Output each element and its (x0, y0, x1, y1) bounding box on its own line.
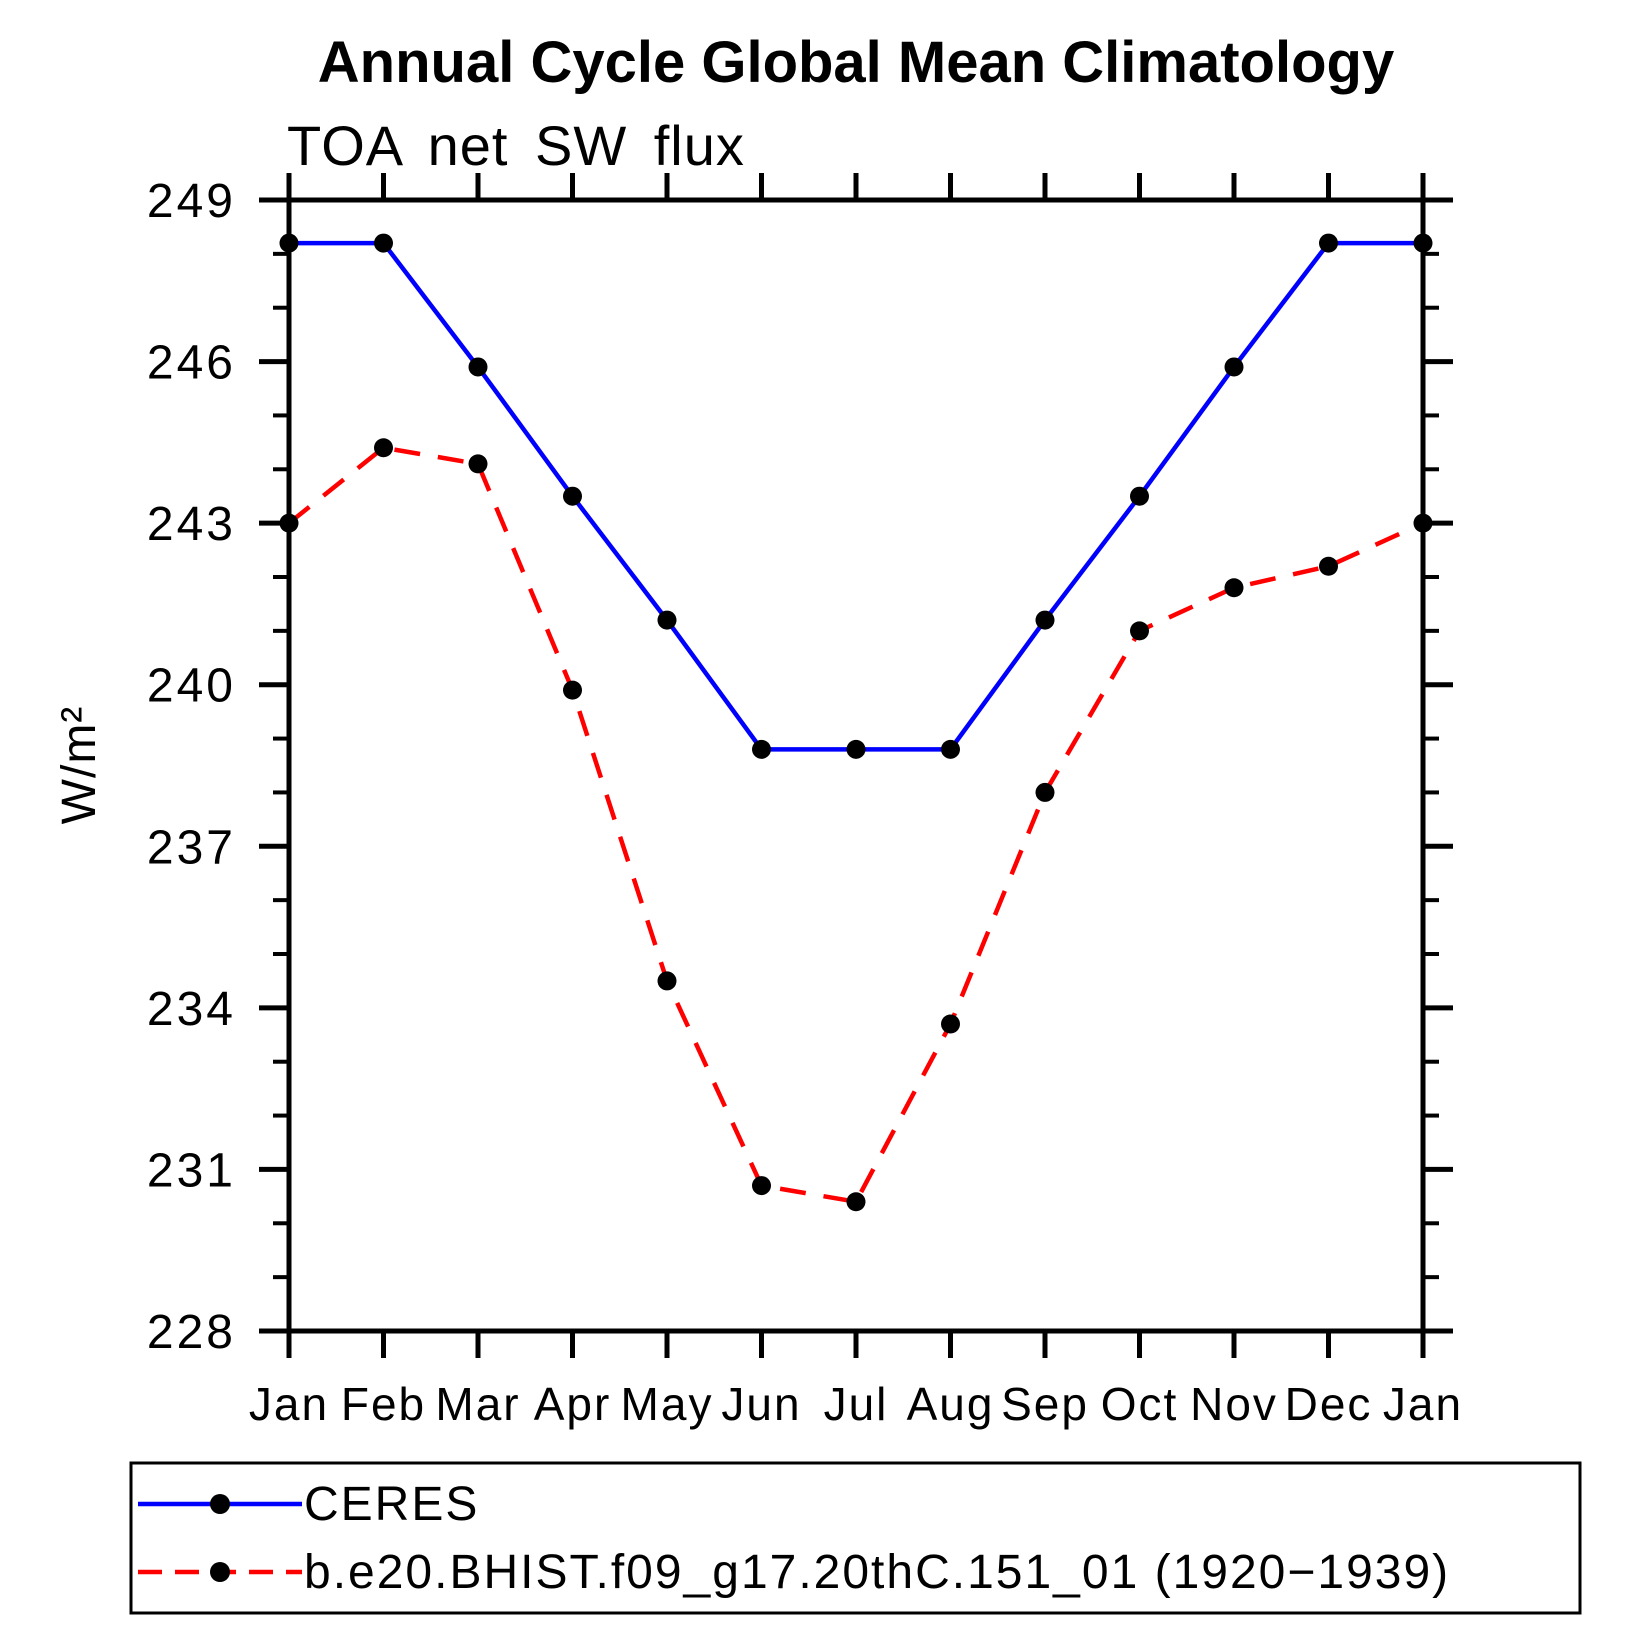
data-point (846, 1192, 866, 1212)
y-tick-labels: 228 231 234 237 240 243 246 249 (147, 175, 236, 1359)
chart-title: Annual Cycle Global Mean Climatology (318, 30, 1394, 95)
y-tick-label: 243 (147, 498, 236, 551)
x-tick-label: Mar (435, 1378, 520, 1430)
data-point (1130, 486, 1149, 506)
y-tick-label: 249 (147, 175, 236, 228)
series-line-1 (287, 445, 1424, 1205)
data-point (752, 739, 771, 759)
x-tick-label: Jan (1383, 1378, 1463, 1430)
x-tick-label: Jul (824, 1378, 889, 1430)
data-point (1224, 357, 1244, 377)
data-point (1035, 610, 1055, 630)
y-tick-label: 234 (147, 983, 236, 1036)
data-point (1319, 556, 1338, 576)
data-point (941, 739, 960, 759)
x-tick-label: Dec (1285, 1378, 1373, 1430)
x-tick-label: Apr (534, 1378, 612, 1430)
x-tick-label: May (621, 1378, 714, 1430)
data-point (279, 513, 299, 533)
data-point (1224, 578, 1244, 598)
y-axis-label: W/m² (53, 706, 106, 825)
data-point (941, 1014, 960, 1034)
x-tick-label: Aug (907, 1378, 995, 1430)
data-point (468, 454, 488, 474)
series-line-0 (289, 240, 1423, 752)
y-tick-label: 237 (147, 821, 236, 874)
chart-subtitle: TOA net SW flux (287, 114, 745, 177)
legend-box (129, 1461, 1582, 1615)
x-tick-labels: Jan Feb Mar Apr May Jun Jul Aug Sep Oct Nov Dec Jan (249, 1378, 1463, 1430)
legend-marker-0 (210, 1494, 230, 1514)
data-point (279, 233, 299, 253)
y-tick-label: 231 (147, 1144, 236, 1197)
data-point (563, 486, 582, 506)
x-tick-label: Nov (1190, 1378, 1278, 1430)
legend: CERES b.e20.BHIST.f09_g17.20thC.151_01 (1… (129, 1461, 1582, 1615)
x-tick-label: Jan (249, 1378, 329, 1430)
x-tick-label: Sep (1001, 1378, 1089, 1430)
data-point (1319, 233, 1338, 253)
data-point (374, 233, 393, 253)
data-point (1035, 782, 1055, 802)
data-point (468, 357, 488, 377)
plot-frame (286, 197, 1426, 1334)
axis-ticks (259, 173, 1453, 1358)
legend-label-0: CERES (304, 1478, 479, 1531)
x-tick-label: Oct (1101, 1378, 1179, 1430)
data-point (657, 610, 677, 630)
data-point (1413, 513, 1433, 533)
data-point (846, 739, 866, 759)
data-point (563, 680, 582, 700)
x-tick-label: Jun (721, 1378, 801, 1430)
series-layer (279, 233, 1433, 1212)
y-tick-label: 246 (147, 337, 236, 390)
x-tick-label: Feb (341, 1378, 426, 1430)
data-point (374, 438, 393, 458)
data-point (1413, 233, 1433, 253)
y-tick-label: 240 (147, 660, 236, 713)
legend-marker-1 (210, 1562, 230, 1582)
data-point (752, 1176, 771, 1196)
data-point (1130, 621, 1149, 641)
y-tick-label: 228 (147, 1306, 236, 1359)
legend-label-1: b.e20.BHIST.f09_g17.20thC.151_01 (1920−1… (304, 1546, 1450, 1599)
data-point (657, 971, 677, 991)
